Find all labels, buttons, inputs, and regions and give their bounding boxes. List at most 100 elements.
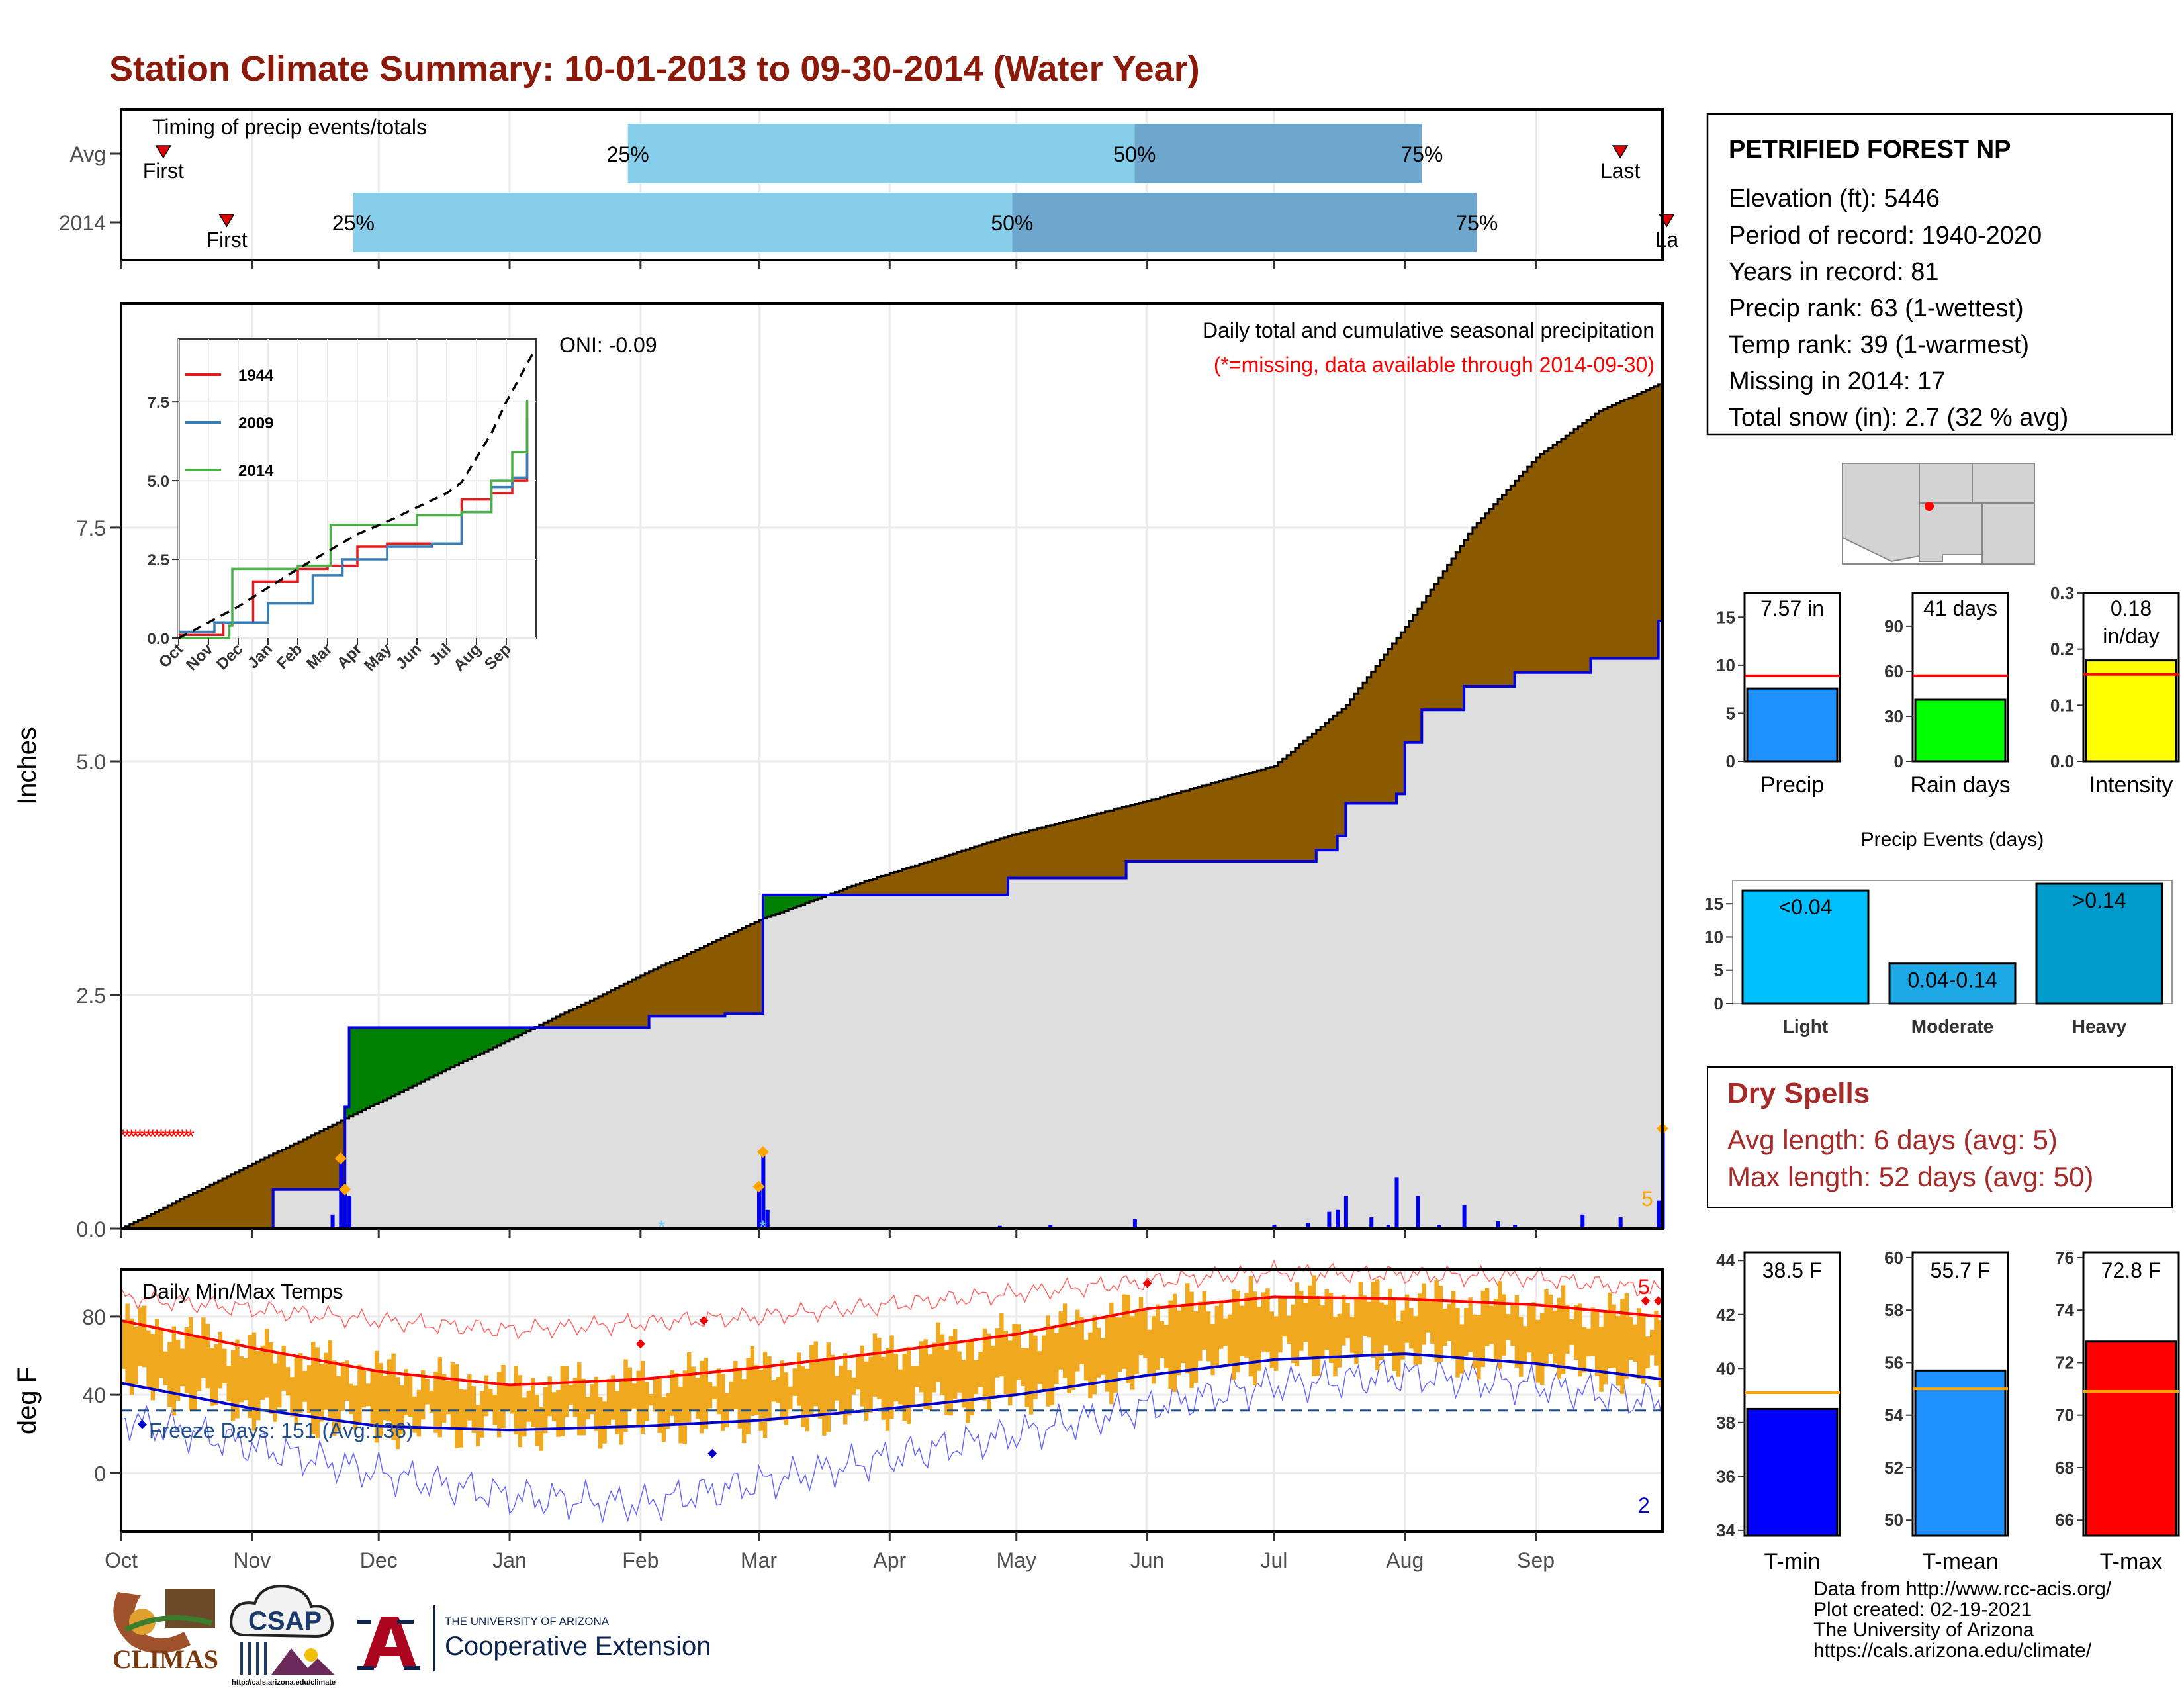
inset-y-tick-label: 2.5 — [148, 551, 169, 569]
observed-cumulative-fill — [121, 521, 1662, 1229]
quartile-label: 50% — [1113, 142, 1156, 166]
oni-value: ONI: -0.09 — [559, 333, 657, 357]
climas-logo-text: CLIMAS — [113, 1644, 218, 1674]
precip-panel-title: Daily total and cumulative seasonal prec… — [1203, 318, 1655, 342]
station-line: Years in record: 81 — [1729, 258, 1939, 286]
summary-tick-label: 90 — [1884, 616, 1903, 636]
station-info-box: PETRIFIED FOREST NP Elevation (ft): 5446… — [1706, 113, 2173, 436]
summary-tick-label: 5 — [1726, 703, 1735, 723]
precip-event-bar-label: 0.04-0.14 — [1907, 968, 1997, 992]
temp-tick-label: 70 — [2055, 1405, 2074, 1425]
daily-precip-bar — [1657, 1200, 1661, 1229]
university-of-arizona-logo: THE UNIVERSITY OF ARIZONA Cooperative Ex… — [357, 1605, 711, 1671]
month-label: Sep — [1517, 1548, 1555, 1572]
y-tick-label: 40 — [82, 1383, 106, 1407]
dry-spells-max: Max length: 52 days (avg: 50) — [1727, 1161, 2093, 1192]
temp-bar-t-max — [2085, 1340, 2177, 1537]
month-label: Jun — [1130, 1548, 1165, 1572]
summary-bar-charts: 0 5 10 15 7.57 in Precip 0 30 60 90 41 days Rain da… — [1716, 583, 2180, 798]
daily-precip-bar — [1394, 1177, 1399, 1229]
record-high-marker — [1641, 1296, 1651, 1306]
figure-title: Station Climate Summary: 10-01-2013 to 0… — [109, 49, 1200, 89]
missing-day-marker: * — [174, 1126, 182, 1148]
daily-precip-bar — [343, 1189, 347, 1229]
temp-tick-label: 44 — [1716, 1250, 1735, 1270]
temp-panel-title: Daily Min/Max Temps — [142, 1280, 343, 1303]
freeze-days-label: Freeze Days: 151 (Avg:136) — [149, 1419, 414, 1442]
dry-spells-box: Dry Spells Avg length: 6 days (avg: 5) M… — [1707, 1066, 2173, 1208]
y-tick-label: 7.5 — [77, 516, 106, 540]
precip-event-bar-label: >0.14 — [2073, 888, 2126, 912]
station-line: Total snow (in): 2.7 (32 % avg) — [1729, 404, 2068, 432]
daily-precip-bar — [1513, 1225, 1518, 1229]
daily-precip-marker — [756, 1146, 769, 1158]
inset-series-1944 — [179, 402, 529, 636]
missing-day-marker: * — [178, 1126, 186, 1148]
avg-tmax-line — [120, 1295, 1663, 1387]
daily-precip-bar — [1580, 1214, 1585, 1229]
timing-border — [120, 108, 1664, 261]
precip-panel: * ******************0.02.55.07.5InchesDai… — [13, 302, 1668, 1241]
timing-panel: Timing of precip events/totals 25% 50% 75% F… — [59, 108, 1678, 269]
corner-count: 5 — [1641, 1187, 1653, 1211]
events-tick-label: 15 — [1704, 894, 1723, 914]
missing-day-marker: * — [128, 1126, 136, 1148]
credits-block: Data from http://www.rcc-acis.org/ Plot … — [1813, 1579, 2111, 1661]
temp-tick-label: 52 — [1884, 1458, 1903, 1477]
quartile-bar-25-50 — [627, 124, 1135, 183]
inset-series-2014 — [179, 399, 529, 639]
summary-bar-rain-days — [1914, 698, 2007, 763]
max-count: 5 — [1638, 1275, 1650, 1299]
daily-precip-bar — [1048, 1225, 1053, 1229]
summary-bar-value: 41 days — [1923, 596, 1997, 620]
dry-spells-title: Dry Spells — [1727, 1077, 1870, 1109]
credit-line: Data from http://www.rcc-acis.org/ — [1813, 1578, 2112, 1600]
temp-tick-label: 60 — [1884, 1248, 1903, 1268]
summary-bar-label: Intensity — [2089, 773, 2173, 798]
precip-event-bar — [1741, 889, 1870, 1005]
temp-bar-value: 55.7 F — [1931, 1258, 1991, 1282]
month-axis: Oct Nov Dec Jan Feb Mar Apr May Jun Jul Aug Sep — [105, 1532, 1555, 1572]
daily-precip-bar — [757, 1186, 762, 1229]
daily-precip-bar — [1462, 1205, 1467, 1229]
temp-tick-label: 42 — [1716, 1305, 1735, 1325]
climas-logo: CLIMAS — [113, 1589, 218, 1674]
missing-day-marker: * — [183, 1126, 191, 1148]
summary-tick-label: 0 — [1726, 751, 1735, 771]
precip-event-category: Moderate — [1911, 1016, 1993, 1037]
daily-precip-bar — [1336, 1209, 1340, 1229]
daily-precip-bar — [339, 1158, 343, 1229]
daily-precip-bar — [1327, 1211, 1332, 1229]
daily-precip-bar — [997, 1225, 1002, 1229]
missing-day-marker: * — [149, 1126, 157, 1148]
temp-border — [120, 1268, 1664, 1533]
quartile-label: 50% — [991, 211, 1033, 235]
temp-bar-label: T-mean — [1922, 1549, 1998, 1574]
first-event-marker — [218, 214, 235, 228]
temp-tick-label: 34 — [1716, 1521, 1735, 1540]
credit-line: https://cals.arizona.edu/climate/ — [1813, 1640, 2092, 1662]
summary-tick-label: 0.3 — [2050, 583, 2074, 603]
record-high-marker — [1142, 1278, 1152, 1288]
credit-line: Plot created: 02-19-2021 — [1813, 1599, 2032, 1620]
missing-day-marker: * — [136, 1126, 144, 1148]
inset-legend-label: 2009 — [238, 414, 273, 432]
y-tick-label: 0.0 — [77, 1217, 106, 1241]
month-label: Jul — [1261, 1548, 1288, 1572]
daily-precip-marker — [334, 1152, 347, 1165]
temperature-bar-charts: 34 36 38 40 42 44 38.5 F T-min 50 52 54 56 58 60 55.7 … — [1716, 1248, 2180, 1574]
first-label: First — [206, 228, 247, 252]
station-line: Elevation (ft): 5446 — [1729, 185, 1940, 212]
month-label: Nov — [233, 1548, 271, 1572]
events-tick-label: 10 — [1704, 927, 1723, 947]
quartile-bar-25-50 — [353, 193, 1013, 252]
month-label: Feb — [622, 1548, 659, 1572]
temp-tick-label: 74 — [2055, 1300, 2074, 1320]
temp-tick-label: 36 — [1716, 1466, 1735, 1486]
temp-tick-label: 50 — [1884, 1510, 1903, 1530]
daily-precip-bar — [1343, 1196, 1348, 1229]
y-tick-label: 2.5 — [77, 984, 106, 1008]
inset-average-line — [178, 352, 535, 639]
